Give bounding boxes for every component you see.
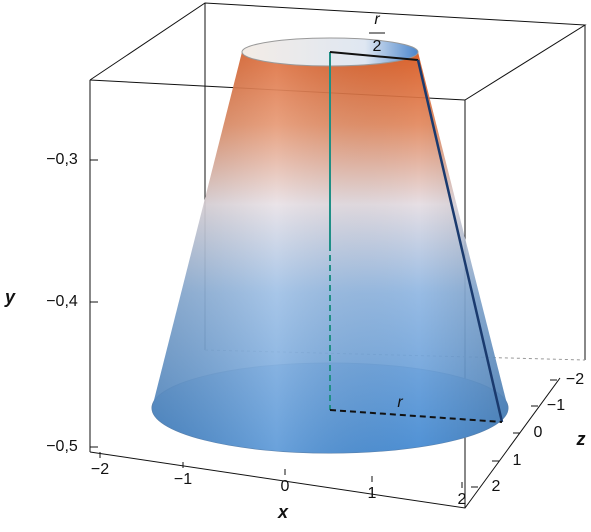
annotation: r (374, 11, 380, 28)
z-tick-label: 1 (513, 452, 522, 469)
x-tick-label: 2 (458, 491, 467, 508)
x-tick-label: 1 (368, 485, 377, 502)
axis-label: z (576, 429, 586, 449)
axis-label: x (277, 502, 289, 522)
y-tick-label: −0,5 (46, 438, 78, 455)
axis-label: y (4, 287, 16, 307)
y-tick-label: −0,4 (46, 293, 78, 310)
x-tick-label: 0 (281, 478, 290, 495)
annotation: 2 (373, 38, 382, 55)
y-tick-label: −0,3 (46, 151, 78, 168)
z-tick-label: −1 (547, 397, 565, 414)
x-tick-label: −2 (91, 461, 109, 478)
annotation: r (397, 394, 403, 411)
x-tick-label: −1 (174, 471, 192, 488)
z-tick-label: −2 (566, 371, 584, 388)
z-tick-label: 0 (534, 424, 543, 441)
radius-lines (329, 32, 504, 423)
z-tick-label: 2 (492, 478, 501, 495)
